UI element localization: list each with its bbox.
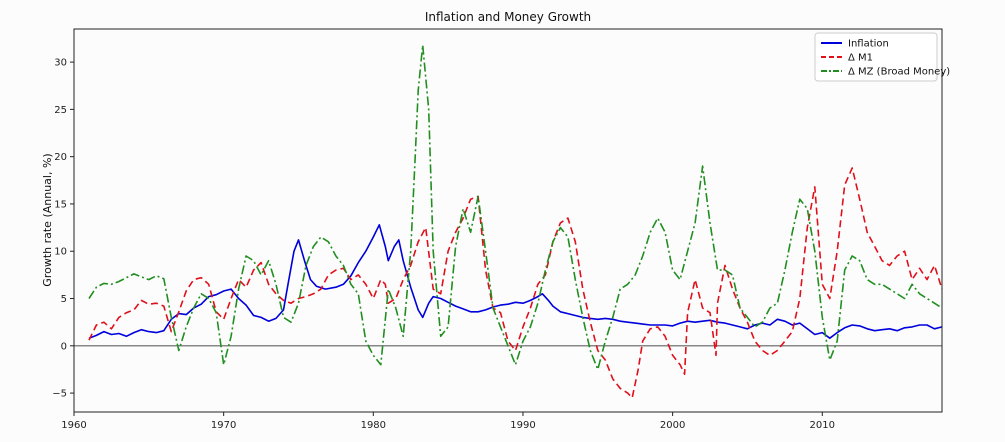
x-tick-label: 1970 bbox=[211, 420, 236, 431]
y-tick-label: 20 bbox=[54, 152, 67, 163]
series-line-2 bbox=[88, 44, 943, 371]
y-tick-label: 25 bbox=[54, 105, 67, 116]
x-tick-label: 2010 bbox=[810, 420, 835, 431]
legend: Inflation Δ M1 Δ MZ (Broad Money) bbox=[814, 32, 950, 82]
y-tick-label: −5 bbox=[52, 389, 67, 400]
y-tick-label: 5 bbox=[61, 294, 67, 305]
y-tick-label: 0 bbox=[61, 341, 67, 352]
legend-box bbox=[814, 32, 938, 82]
y-axis-label: Growth rate (Annual, %) bbox=[41, 153, 54, 286]
plot-background bbox=[74, 29, 942, 412]
series-line-1 bbox=[88, 167, 943, 399]
legend-label-0: Inflation bbox=[848, 39, 889, 50]
x-tick-label: 2000 bbox=[660, 420, 685, 431]
plot-frame bbox=[73, 28, 943, 413]
x-tick-label: 1980 bbox=[361, 420, 386, 431]
x-tick-label: 1960 bbox=[61, 420, 86, 431]
legend-label-1: Δ M1 bbox=[848, 53, 873, 64]
y-tick-label: 15 bbox=[54, 199, 67, 210]
y-tick-label: 10 bbox=[54, 247, 67, 258]
chart-title: Inflation and Money Growth bbox=[425, 10, 591, 24]
y-tick-label: 30 bbox=[54, 58, 67, 69]
x-tick-label: 1990 bbox=[510, 420, 535, 431]
legend-label-2: Δ MZ (Broad Money) bbox=[848, 67, 950, 78]
